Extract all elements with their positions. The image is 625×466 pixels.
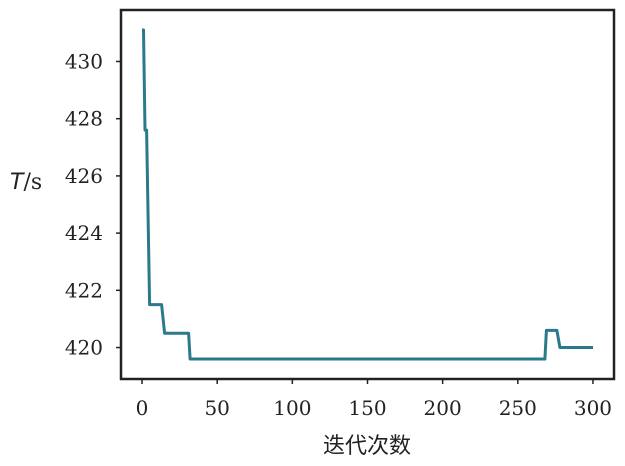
x-tick-label: 200 [424, 396, 462, 420]
x-tick-label: 100 [273, 396, 311, 420]
series-line [142, 28, 593, 361]
y-tick-label: 426 [65, 164, 103, 188]
x-tick-label: 150 [348, 396, 386, 420]
x-axis: 0 50 100 150 200 250 300 [136, 379, 612, 420]
x-tick-label: 300 [574, 396, 612, 420]
y-tick-label: 430 [65, 49, 103, 73]
y-tick-label: 428 [65, 107, 103, 131]
y-tick-label: 424 [65, 221, 103, 245]
x-axis-label: 迭代次数 [323, 434, 411, 459]
y-axis-label-unit: /s [23, 170, 42, 195]
plot-lines [142, 28, 593, 361]
y-tick-label: 422 [65, 278, 103, 302]
y-axis: 420 422 424 426 428 430 [65, 49, 121, 360]
x-tick-label: 250 [499, 396, 537, 420]
y-tick-label: 420 [65, 336, 103, 360]
x-tick-label: 0 [136, 396, 149, 420]
y-axis-label: T/s [10, 170, 42, 195]
x-tick-label: 50 [204, 396, 229, 420]
y-axis-label-variable: T [10, 170, 25, 195]
plot-frame [119, 8, 616, 381]
